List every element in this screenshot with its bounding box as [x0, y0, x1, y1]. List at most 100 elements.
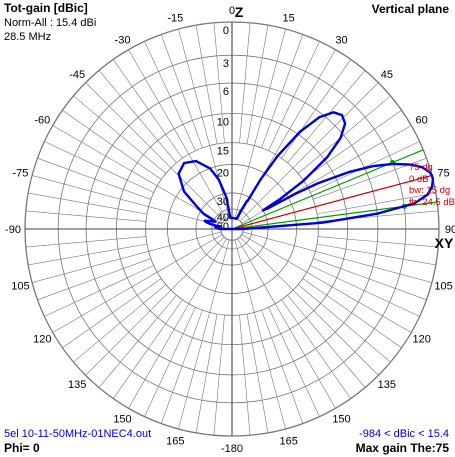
ring-label: 10	[217, 116, 229, 128]
frequency-label: 28.5 MHz	[4, 31, 52, 43]
grid-spoke	[37, 157, 151, 200]
ring-label: 0	[223, 25, 229, 37]
grid-spoke	[246, 25, 269, 144]
grid-spoke	[317, 243, 436, 266]
grid-spoke	[25, 210, 146, 222]
angle-label: 60	[416, 115, 428, 127]
grid-spoke	[213, 315, 225, 436]
angle-label: 135	[378, 379, 396, 391]
grid-spoke	[31, 175, 222, 227]
angle-label: -180	[221, 443, 243, 455]
grid-spoke	[113, 299, 183, 399]
ring-label: 6	[223, 86, 229, 98]
grid-spoke	[317, 192, 436, 215]
grid-spoke	[44, 141, 154, 193]
plane-label: Vertical plane	[371, 2, 449, 16]
grid-spoke	[313, 258, 427, 301]
angle-label: 45	[381, 69, 393, 81]
grid-spoke	[268, 307, 320, 417]
polar-grid	[24, 21, 440, 437]
angle-label: 15	[283, 12, 295, 24]
angle-labels: 0153045607590105120135150165-18016515013…	[5, 5, 455, 455]
axis-xy-label: XY	[435, 235, 454, 251]
angle-label: -60	[34, 115, 50, 127]
grid-spoke	[144, 307, 196, 417]
max-gain-label: Max gain The:75	[355, 441, 449, 455]
grid-spoke	[287, 70, 366, 164]
grid-spoke	[85, 236, 225, 376]
grid-spoke	[160, 310, 203, 424]
angle-label: 120	[412, 334, 430, 346]
grid-spoke	[213, 22, 225, 143]
angle-label: 150	[113, 414, 131, 426]
grid-spoke	[261, 34, 304, 148]
grid-spoke	[297, 284, 391, 363]
grid-spoke	[287, 294, 366, 388]
grid-spoke	[85, 82, 225, 222]
ring-label: 50	[217, 221, 229, 233]
angle-label: 30	[335, 34, 347, 46]
angle-label: -30	[115, 34, 131, 46]
angle-label: 165	[280, 436, 298, 448]
angle-label: -15	[167, 12, 183, 24]
grid-spoke	[98, 294, 177, 388]
grid-spoke	[28, 192, 147, 215]
grid-spoke	[144, 41, 196, 151]
angle-label: -75	[13, 167, 29, 179]
grid-spoke	[281, 299, 351, 399]
beam-lines	[231, 149, 438, 230]
grid-spoke	[73, 95, 167, 174]
grid-spoke	[297, 95, 391, 174]
angle-label: 105	[434, 281, 452, 293]
grid-spoke	[239, 82, 379, 222]
ring-label: 30	[217, 196, 229, 208]
file-name-label: 5el 10-11-50MHz-01NEC4.out	[4, 428, 152, 440]
angle-label: -90	[5, 224, 21, 236]
beam-annotation: 75 dg	[409, 162, 433, 173]
grid-spoke	[113, 59, 183, 159]
beam-annotation: bw: 15 dg	[409, 185, 450, 196]
grid-spoke	[237, 238, 336, 409]
grid-spoke	[310, 265, 420, 317]
angle-label: -45	[69, 69, 85, 81]
angle-label: 90	[445, 224, 455, 236]
chart-title: Tot-gain [dBic]	[4, 1, 88, 15]
grid-spoke	[52, 125, 223, 224]
grid-spoke	[128, 49, 227, 220]
main-lobe-line	[231, 174, 433, 230]
grid-spoke	[318, 236, 439, 248]
ring-label: 3	[223, 58, 229, 70]
grid-spoke	[302, 278, 402, 348]
grid-spoke	[242, 231, 433, 283]
grid-spoke	[128, 238, 227, 409]
grid-spoke	[62, 110, 162, 180]
grid-spoke	[241, 234, 412, 333]
grid-spoke	[195, 314, 218, 433]
angle-label: 135	[68, 379, 86, 391]
angle-label: 150	[332, 414, 350, 426]
ring-label: 15	[217, 146, 229, 158]
angle-label: 165	[166, 436, 184, 448]
angle-label: 75	[437, 167, 449, 179]
grid-spoke	[281, 59, 351, 159]
grid-spoke	[160, 34, 203, 148]
ring-label: 40	[217, 212, 229, 224]
grid-spoke	[52, 234, 223, 333]
beam-annotation: fb: 24.5 dB	[409, 197, 455, 208]
beam-annotation: 0 dB	[409, 174, 429, 185]
grid-spoke	[268, 41, 320, 151]
grid-spoke	[239, 315, 251, 436]
grid-spoke	[195, 25, 218, 144]
grid-spoke	[178, 239, 230, 430]
grid-spoke	[239, 236, 379, 376]
grid-spoke	[44, 265, 154, 317]
grid-spoke	[62, 278, 162, 348]
grid-spoke	[25, 236, 146, 248]
angle-label: 0	[229, 5, 235, 17]
angle-label: 120	[33, 334, 51, 346]
angle-label: 105	[11, 281, 29, 293]
grid-spoke	[234, 28, 286, 219]
grid-spoke	[31, 231, 222, 283]
